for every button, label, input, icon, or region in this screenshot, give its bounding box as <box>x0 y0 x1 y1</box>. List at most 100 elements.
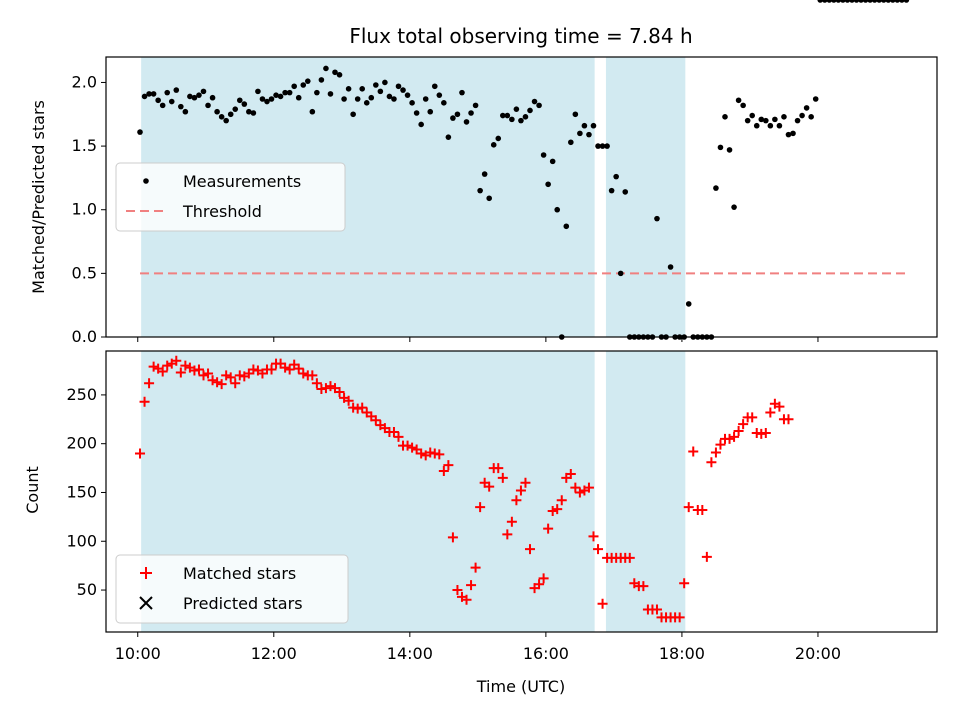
measurement-point <box>613 173 619 180</box>
measurement-point <box>300 82 307 88</box>
measurement-point <box>826 0 833 3</box>
matched-star-point <box>175 367 186 378</box>
measurement-point <box>735 97 742 104</box>
x-tick-label: 14:00 <box>387 644 433 663</box>
matched-star-point <box>221 370 232 381</box>
measurement-point <box>685 301 692 307</box>
y-tick-label: 2.0 <box>72 72 97 91</box>
measurement-point <box>876 0 882 3</box>
matched-star-point <box>212 377 223 388</box>
matched-star-point <box>284 364 295 375</box>
matched-star-point <box>783 414 794 425</box>
measurement-point <box>772 116 778 123</box>
measurement-point <box>227 111 234 118</box>
legend-label: Predicted stars <box>183 594 303 613</box>
matched-star-point <box>511 495 522 506</box>
legend-marker-measurements <box>143 178 149 184</box>
measurement-point <box>776 122 783 129</box>
bottom-y-axis-label: Count <box>23 466 42 514</box>
matched-star-point <box>311 378 322 389</box>
observing-interval-band <box>605 351 686 632</box>
measurement-point <box>141 93 148 100</box>
measurement-point <box>354 96 361 102</box>
matched-star-point <box>697 505 708 516</box>
matched-star-point <box>452 585 463 596</box>
matched-star-point <box>534 579 545 590</box>
x-tick-label: 12:00 <box>251 644 297 663</box>
measurement-point <box>218 114 225 120</box>
measurement-point <box>304 78 311 84</box>
matched-star-point <box>438 466 449 477</box>
matched-star-point <box>502 529 513 540</box>
measurement-point <box>803 105 810 111</box>
measurement-point <box>191 94 198 101</box>
matched-star-point <box>225 372 236 383</box>
measurement-point <box>327 91 334 97</box>
measurement-point <box>862 0 869 3</box>
axes-frame <box>105 350 938 633</box>
measurement-point <box>236 97 243 104</box>
matched-star-point <box>593 544 604 555</box>
matched-star-point <box>574 487 585 498</box>
measurement-point <box>291 83 297 90</box>
measurement-point <box>899 0 905 3</box>
measurement-point <box>422 96 429 102</box>
measurement-point <box>894 0 901 3</box>
measurement-point <box>214 108 220 115</box>
legend-label: Measurements <box>183 172 301 191</box>
matched-star-point <box>710 447 721 458</box>
measurement-point <box>540 152 547 158</box>
measurement-point <box>259 96 266 102</box>
matched-star-point <box>144 378 155 389</box>
x-tick-label: 20:00 <box>795 644 841 663</box>
y-tick-label: 0.5 <box>72 263 97 282</box>
measurement-point <box>608 187 615 194</box>
matched-star-point <box>543 523 554 534</box>
matched-star-point <box>525 544 536 555</box>
measurement-point <box>223 117 229 124</box>
bottom-panel: 50 100 150 200 250 10:00 12:00 14:00 16:00 18:00 2… <box>66 350 938 663</box>
measurement-point <box>472 102 479 109</box>
measurement-point <box>622 189 629 195</box>
matched-star-point <box>447 532 458 543</box>
matched-star-point <box>434 449 445 460</box>
matched-star-point <box>747 412 758 423</box>
matched-star-point <box>583 482 594 493</box>
measurement-point <box>341 96 347 102</box>
matched-star-point <box>148 361 159 372</box>
measurement-point <box>468 110 474 116</box>
matched-star-point <box>370 415 381 426</box>
measurement-point <box>785 131 792 138</box>
measurement-point <box>431 83 438 90</box>
measurement-point <box>590 122 597 129</box>
measurement-point <box>858 0 864 3</box>
measurement-point <box>577 130 583 137</box>
measurement-point <box>903 0 910 3</box>
measurement-point <box>499 112 506 119</box>
measurement-point <box>391 96 397 102</box>
measurement-point <box>531 98 538 105</box>
measurement-point <box>359 86 366 92</box>
measurement-point <box>885 0 892 3</box>
measurement-point <box>232 106 239 112</box>
measurement-point <box>563 223 570 230</box>
measurement-point <box>831 0 837 3</box>
measurement-point <box>386 93 393 100</box>
matched-star-point <box>334 386 345 397</box>
measurement-point <box>753 122 760 129</box>
measurement-point <box>336 72 343 78</box>
x-tick-label: 16:00 <box>523 644 569 663</box>
measurement-point <box>763 117 769 124</box>
matched-star-point <box>688 446 699 457</box>
measurement-point <box>413 110 420 116</box>
measurement-point <box>536 102 542 109</box>
measurement-point <box>504 112 511 119</box>
matched-star-point <box>357 402 368 413</box>
matched-star-point <box>552 504 563 515</box>
measurement-point <box>282 89 288 96</box>
measurement-point <box>200 88 207 95</box>
measurement-point <box>173 87 180 93</box>
measurement-point <box>178 103 184 110</box>
measurement-point <box>168 98 175 105</box>
matched-star-point <box>216 379 227 390</box>
